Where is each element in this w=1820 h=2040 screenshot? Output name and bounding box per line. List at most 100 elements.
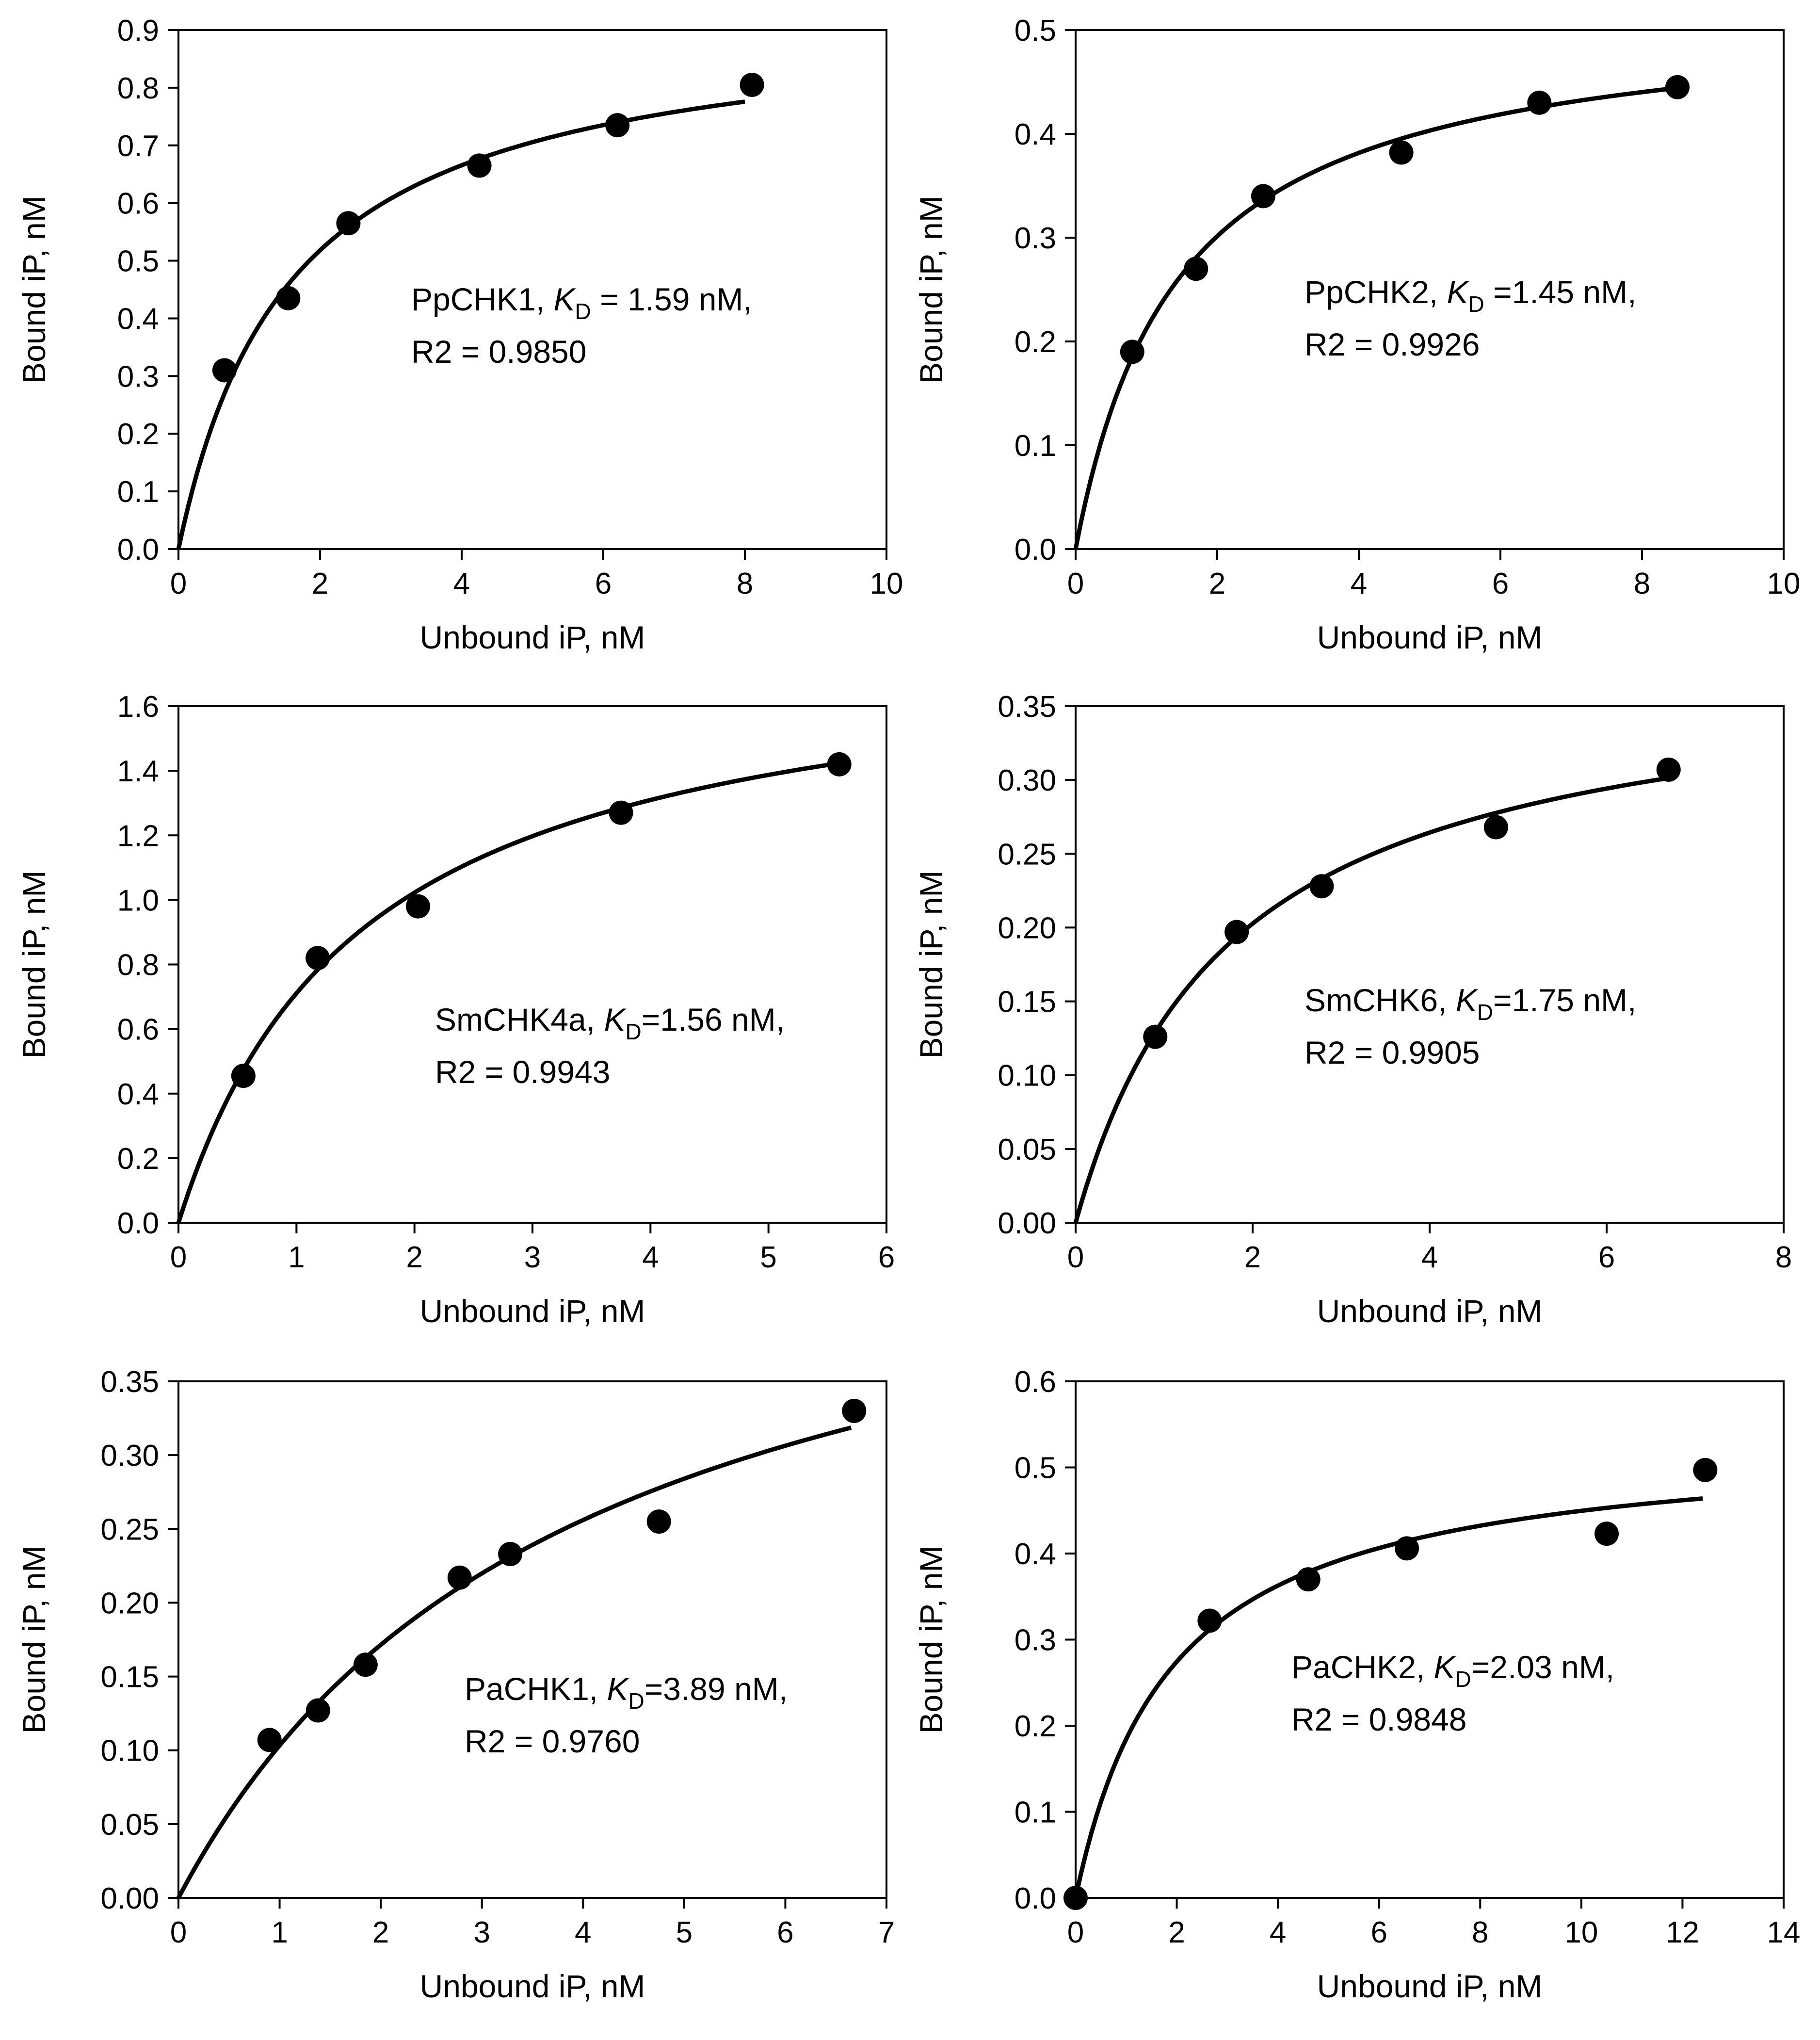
x-tick-label: 6 <box>1370 1916 1387 1949</box>
data-point <box>605 113 630 138</box>
data-point <box>306 1698 330 1723</box>
data-point <box>842 1398 867 1423</box>
plot-frame <box>1075 705 1785 1224</box>
x-tick-label: 0 <box>1067 1241 1084 1274</box>
fit-annotation-kd: PaCHK2, KD=2.03 nM, <box>1291 1649 1614 1692</box>
protein-name: PpCHK2, <box>1305 274 1447 310</box>
fit-curve <box>176 99 745 550</box>
fit-curve <box>177 1425 852 1899</box>
fit-annotation-kd: SmCHK6, KD=1.75 nM, <box>1305 982 1636 1025</box>
fit-annotation-r2: R2 = 0.9850 <box>411 334 586 370</box>
x-tick-label: 8 <box>737 567 753 600</box>
y-tick-label: 1.0 <box>117 884 159 917</box>
x-tick-label: 6 <box>1492 567 1509 600</box>
x-tick-label: 4 <box>1421 1241 1438 1274</box>
x-tick-label: 12 <box>1666 1916 1699 1949</box>
protein-name: PpCHK1, <box>411 281 553 317</box>
data-point <box>609 800 633 825</box>
y-tick-label: 0.20 <box>100 1587 159 1620</box>
y-tick-label: 0.30 <box>998 764 1056 797</box>
kd-value: =1.56 nM, <box>642 1002 785 1037</box>
y-tick-label: 0.6 <box>1015 1365 1056 1399</box>
x-tick-label: 3 <box>524 1241 541 1274</box>
fit-annotation-kd: PpCHK1, KD = 1.59 nM, <box>411 281 752 324</box>
x-tick-label: 0 <box>170 1916 187 1949</box>
fit-annotation-kd: PpCHK2, KD =1.45 nM, <box>1305 274 1636 317</box>
data-point <box>646 1509 671 1534</box>
x-tick-label: 0 <box>1067 1916 1084 1949</box>
k-symbol: K <box>553 281 576 317</box>
fit-curve <box>176 761 840 1224</box>
k-subscript: D <box>1468 291 1484 317</box>
y-tick-label: 0.2 <box>117 1142 159 1176</box>
fit-annotation-kd: PaCHK1, KD=3.89 nM, <box>465 1671 788 1714</box>
y-tick-label: 0.3 <box>117 360 159 393</box>
data-point <box>1120 340 1144 364</box>
y-tick-label: 0.7 <box>117 130 159 163</box>
y-tick-label: 0.1 <box>117 475 159 509</box>
y-tick-label: 0.8 <box>117 72 159 105</box>
data-point <box>447 1565 472 1590</box>
y-tick-label: 0.3 <box>1015 1624 1056 1657</box>
x-tick-label: 10 <box>1564 1916 1598 1949</box>
x-tick-label: 10 <box>1767 567 1801 600</box>
y-axis-title: Bound iP, nM <box>16 871 52 1059</box>
k-symbol: K <box>607 1671 629 1707</box>
chart-panel-3: 0 1 2 3 4 5 6 0.0 0.2 0.4 0.6 0.8 1.0 1.2 1.4 1.6 Unboun… <box>16 690 895 1329</box>
data-point <box>1197 1608 1222 1633</box>
fit-curve <box>1073 1496 1703 1898</box>
fit-annotation-r2: R2 = 0.9760 <box>465 1723 640 1759</box>
k-symbol: K <box>1433 1649 1456 1685</box>
kd-value: = 1.59 nM, <box>591 281 752 317</box>
data-point <box>1595 1522 1619 1546</box>
x-tick-label: 4 <box>1351 567 1367 600</box>
x-tick-label: 1 <box>288 1241 305 1274</box>
plot-frame <box>177 705 887 1224</box>
x-tick-label: 3 <box>473 1916 490 1949</box>
x-tick-label: 8 <box>1634 567 1650 600</box>
y-tick-label: 0.1 <box>1015 429 1056 463</box>
data-point <box>1395 1536 1419 1561</box>
x-axis-title: Unbound iP, nM <box>420 619 645 655</box>
y-tick-label: 0.00 <box>100 1882 159 1915</box>
y-tick-label: 1.6 <box>117 690 159 724</box>
x-axis-title: Unbound iP, nM <box>1317 619 1543 655</box>
k-subscript: D <box>628 1688 644 1714</box>
k-subscript: D <box>575 299 591 324</box>
data-point <box>1656 757 1681 782</box>
y-tick-label: 0.2 <box>1015 1710 1056 1743</box>
x-axis-title: Unbound iP, nM <box>420 1293 645 1329</box>
y-tick-label: 0.05 <box>100 1808 159 1842</box>
y-tick-label: 0.10 <box>100 1734 159 1768</box>
x-tick-label: 6 <box>878 1241 895 1274</box>
y-tick-label: 1.2 <box>117 819 159 853</box>
x-tick-label: 0 <box>1067 567 1084 600</box>
y-tick-label: 0.20 <box>998 911 1056 945</box>
x-tick-label: 5 <box>676 1916 693 1949</box>
chart-panel-5: 0 1 2 3 4 5 6 7 0.00 0.05 0.10 0.15 0.20 0.25 0.30 0.35… <box>16 1365 895 2004</box>
y-axis-title: Bound iP, nM <box>913 195 949 384</box>
data-point <box>1224 920 1249 944</box>
x-tick-label: 2 <box>1209 567 1225 600</box>
y-tick-label: 0.00 <box>998 1207 1056 1240</box>
x-tick-label: 4 <box>1270 1916 1286 1949</box>
data-point <box>827 752 852 777</box>
x-tick-label: 14 <box>1767 1916 1801 1949</box>
y-tick-label: 0.2 <box>117 418 159 451</box>
y-tick-label: 0.6 <box>117 187 159 221</box>
x-tick-label: 5 <box>760 1241 776 1274</box>
kd-value: =1.75 nM, <box>1493 982 1636 1018</box>
x-tick-label: 0 <box>170 1241 187 1274</box>
data-point <box>212 358 237 383</box>
k-subscript: D <box>1455 1667 1471 1692</box>
k-subscript: D <box>625 1019 641 1044</box>
chart-panel-2: 0 2 4 6 8 10 0.0 0.1 0.2 0.3 0.4 0.5 Unbound iP, nM B… <box>913 14 1800 655</box>
y-tick-label: 0.5 <box>1015 1452 1056 1485</box>
protein-name: PaCHK2, <box>1291 1649 1433 1685</box>
kd-value: =1.45 nM, <box>1484 274 1637 310</box>
y-tick-label: 0.5 <box>1015 14 1056 48</box>
data-point <box>1483 815 1508 840</box>
protein-name: PaCHK1, <box>465 1671 607 1707</box>
fit-annotation-r2: R2 = 0.9905 <box>1305 1035 1480 1070</box>
